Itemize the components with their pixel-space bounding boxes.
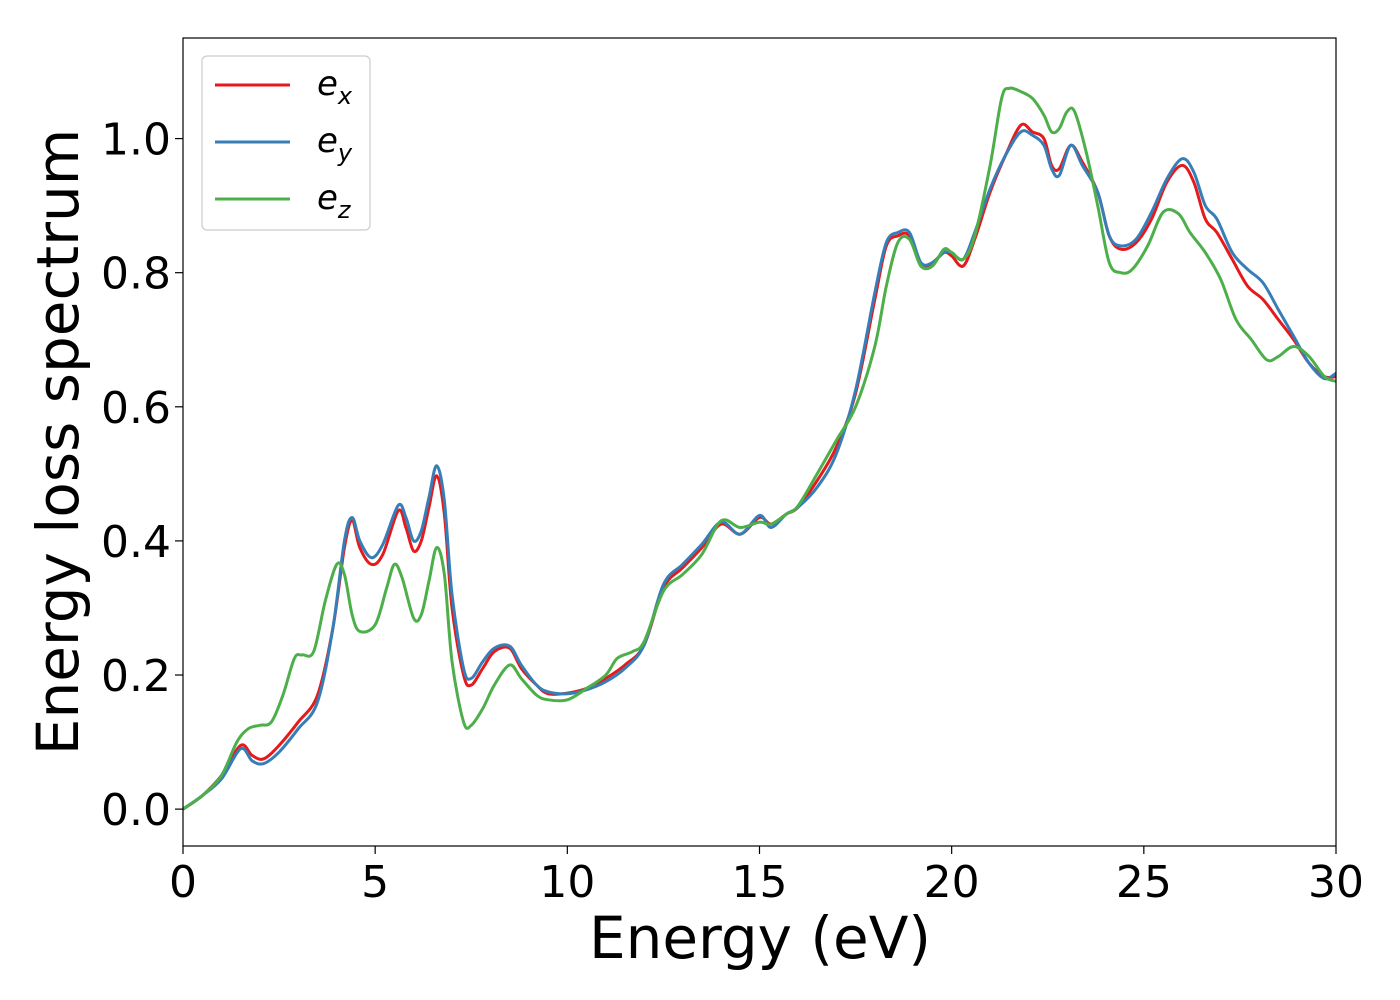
y-tick-label: 0.2 (101, 651, 171, 702)
x-tick-label: 20 (924, 857, 980, 908)
x-tick-label: 5 (361, 857, 389, 908)
legend-label-y: ey (317, 121, 353, 167)
series-line-z (183, 86, 1336, 811)
plot-frame (182, 37, 1337, 847)
x-tick-label: 10 (539, 857, 595, 908)
plot-area (183, 86, 1336, 811)
x-tick-label: 25 (1116, 857, 1172, 908)
x-axis-label: Energy (eV) (589, 904, 931, 972)
y-axis-ticks: 0.0 0.2 0.4 0.6 0.8 1.0 (101, 115, 183, 836)
x-tick-label: 0 (169, 857, 197, 908)
x-tick-label: 15 (732, 857, 788, 908)
y-tick-label: 0.8 (101, 249, 171, 300)
y-tick-label: 0.0 (101, 785, 171, 836)
x-axis-ticks: 0 5 10 15 20 25 30 (169, 846, 1364, 908)
legend: ex ey ez (201, 55, 371, 231)
legend-label-z: ez (317, 178, 352, 224)
y-tick-label: 0.4 (101, 517, 171, 568)
legend-label-x: ex (317, 64, 353, 110)
x-tick-label: 30 (1308, 857, 1364, 908)
y-axis-label: Energy loss spectrum (24, 129, 92, 755)
y-tick-label: 0.6 (101, 383, 171, 434)
y-tick-label: 1.0 (101, 115, 171, 166)
series-line-y (183, 129, 1336, 811)
